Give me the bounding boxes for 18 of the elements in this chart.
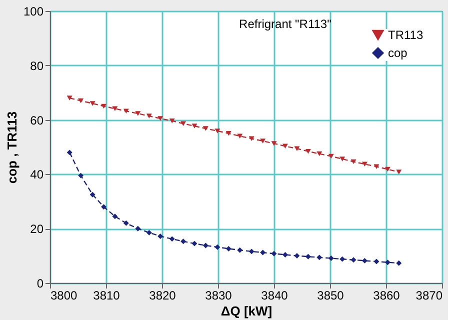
x-tick-label: 3810 [93,288,120,302]
x-tick-label: 3850 [317,288,344,302]
x-tick-label: 3800 [50,288,78,302]
y-tick-label: 40 [30,168,44,182]
x-tick-label: 3860 [373,288,400,302]
legend-label: cop [388,46,408,60]
x-tick-label: 3870 [416,288,443,302]
y-tick-label: 100 [23,4,44,18]
x-tick-label: 3820 [149,288,176,302]
y-tick-label: 0 [36,276,44,290]
x-tick-label: 3830 [205,288,232,302]
y-tick-label: 80 [30,58,44,73]
x-tick-label: 3840 [261,288,288,302]
y-axis-title: cop , TR113 [4,111,20,184]
y-tick-label: 20 [30,222,44,236]
legend-label: TR113 [388,28,424,42]
x-axis-title: ΔQ [kW] [220,304,272,318]
y-tick-label: 60 [30,113,44,128]
